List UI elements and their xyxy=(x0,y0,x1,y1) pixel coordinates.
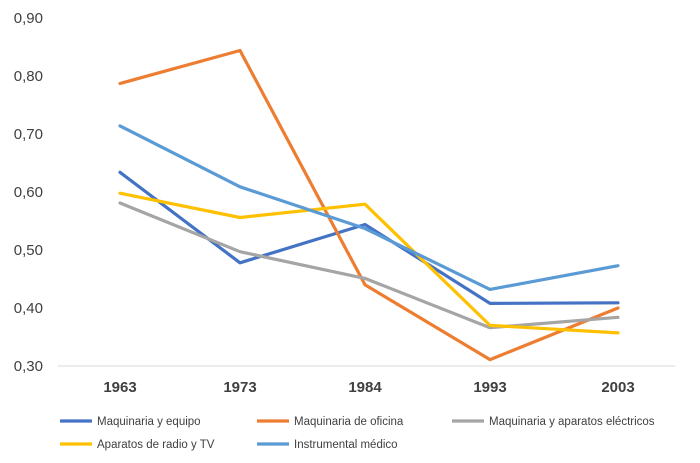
legend-item-3: Maquinaria y aparatos eléctricos xyxy=(452,416,655,428)
x-tick-label: 1993 xyxy=(473,379,506,396)
series-line-1 xyxy=(118,170,620,305)
x-tick-label: 1984 xyxy=(348,379,382,396)
legend: Maquinaria y equipo Maquinaria de oficina… xyxy=(60,416,655,451)
series-line-5 xyxy=(118,124,620,291)
y-tick-label: 0,70 xyxy=(14,126,43,143)
legend-label: Maquinaria y aparatos eléctricos xyxy=(489,416,655,428)
y-tick-label: 0,50 xyxy=(14,242,43,259)
y-axis-ticks: 0,90 0,80 0,70 0,60 0,50 0,40 0,30 xyxy=(14,10,43,375)
legend-label: Maquinaria de oficina xyxy=(294,416,404,428)
legend-label: Maquinaria y equipo xyxy=(97,416,201,428)
y-tick-label: 0,40 xyxy=(14,300,43,317)
x-tick-label: 1963 xyxy=(103,379,136,396)
y-tick-label: 0,90 xyxy=(14,10,43,27)
y-tick-label: 0,30 xyxy=(14,358,43,375)
series-line-3 xyxy=(118,201,620,330)
legend-item-4: Aparatos de radio y TV xyxy=(60,439,215,451)
series-line-4 xyxy=(118,191,620,335)
legend-item-2: Maquinaria de oficina xyxy=(257,416,404,428)
series-line-2 xyxy=(118,48,620,362)
x-tick-label: 2003 xyxy=(601,379,634,396)
x-axis-ticks: 1963 1973 1984 1993 2003 xyxy=(103,379,634,396)
legend-label: Instrumental médico xyxy=(294,439,398,451)
legend-label: Aparatos de radio y TV xyxy=(97,439,215,451)
x-tick-label: 1973 xyxy=(223,379,256,396)
legend-item-5: Instrumental médico xyxy=(257,439,398,451)
y-tick-label: 0,80 xyxy=(14,68,43,85)
legend-item-1: Maquinaria y equipo xyxy=(60,416,201,428)
y-tick-label: 0,60 xyxy=(14,184,43,201)
series-group xyxy=(118,48,620,362)
